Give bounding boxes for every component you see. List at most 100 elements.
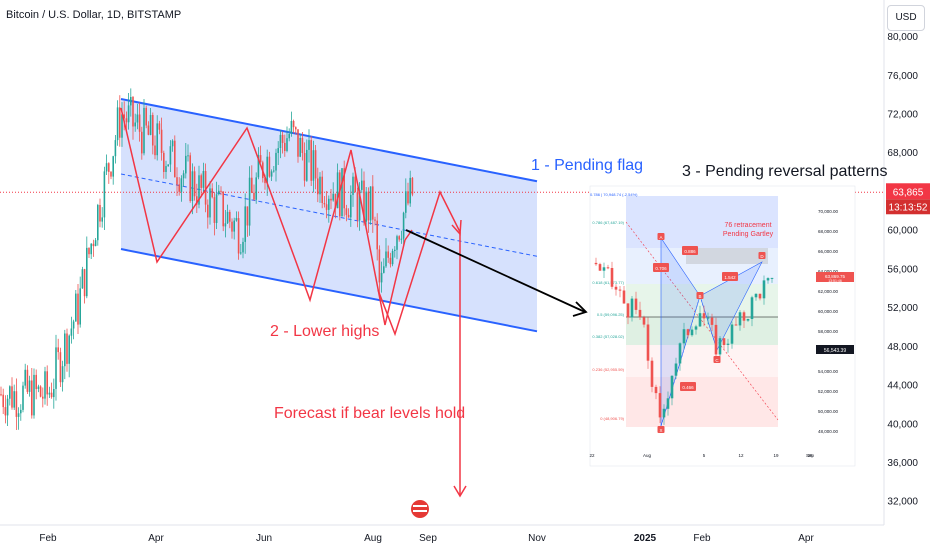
candle-body — [207, 204, 209, 218]
candle-body — [209, 188, 211, 218]
candle-body — [187, 155, 189, 157]
inset-top-label: 0.786 | 70,948.74 (-2.54%) — [590, 192, 638, 197]
inset-candle-body — [666, 398, 670, 409]
inset-candle-body — [710, 317, 714, 325]
candle-body — [405, 191, 407, 213]
candle-body — [341, 168, 343, 217]
candle-body — [308, 140, 310, 150]
inset-price-tick: 60,000.00 — [818, 309, 839, 314]
candle-body — [116, 107, 119, 141]
inset-point-badge — [657, 233, 665, 240]
candle-body — [242, 241, 244, 253]
inset-candle-body — [742, 312, 746, 321]
inset-candle-body — [702, 313, 706, 319]
countdown-badge — [886, 199, 930, 215]
candle-body — [11, 386, 13, 408]
candle-body — [178, 184, 180, 192]
candle-body — [321, 176, 323, 203]
candle-body — [110, 171, 112, 177]
candle-body — [59, 352, 62, 383]
candle-body — [369, 186, 372, 221]
price-tick: 52,000 — [887, 303, 918, 314]
current-price-text: 63,865 — [893, 187, 924, 198]
candle-body — [22, 385, 24, 410]
candle-body — [352, 176, 354, 195]
inset-candle-body — [682, 329, 686, 344]
candle-body — [220, 190, 222, 192]
inset-candle-body — [698, 313, 702, 327]
candle-body — [218, 190, 220, 195]
inset-point-badge — [713, 356, 721, 363]
candle-body — [213, 197, 216, 223]
inset-candle-body — [718, 338, 722, 355]
candle-body — [248, 177, 251, 226]
candle-body — [132, 97, 134, 127]
candle-body — [233, 220, 235, 232]
inset-ratio-badge — [722, 272, 738, 281]
inset-level-badge — [816, 345, 854, 354]
candle-body — [180, 178, 183, 192]
candle-body — [6, 398, 9, 416]
price-tick: 32,000 — [887, 497, 918, 508]
inset-ratio-badge — [680, 382, 696, 391]
price-tick: 72,000 — [887, 110, 918, 121]
candle-body — [319, 176, 321, 195]
candle-body — [268, 156, 271, 177]
candle-body — [143, 107, 145, 154]
candle-body — [345, 208, 348, 215]
inset-candle-body — [642, 317, 646, 325]
price-tick: 80,000 — [887, 32, 918, 43]
symbol-title[interactable]: Bitcoin / U.S. Dollar, 1D, BITSTAMP — [6, 9, 182, 21]
candle-body — [33, 374, 35, 416]
candle-body — [189, 155, 191, 201]
candle-body — [297, 129, 299, 157]
pointer-arrowhead — [572, 301, 588, 317]
candle-body — [68, 335, 70, 364]
inset-price-tick: 52,000.00 — [818, 389, 839, 394]
price-tick: 76,000 — [887, 71, 918, 82]
candle-body — [86, 247, 88, 297]
candle-body — [130, 97, 132, 106]
inset-ratio-label: 0.886 — [684, 249, 696, 254]
inset-candle-body — [678, 343, 682, 364]
inset-fib-label: 0.382 (57,028.02) — [592, 334, 624, 339]
candle-body — [409, 177, 411, 204]
candle-body — [387, 251, 389, 258]
candle-body — [4, 407, 7, 416]
inset-candle-body — [614, 286, 618, 290]
inset-price-tick: 68,000.00 — [818, 229, 839, 234]
candle-body — [215, 194, 218, 223]
candle-body — [363, 180, 365, 222]
candle-body — [237, 218, 240, 254]
candle-body — [312, 150, 315, 181]
candle-body — [253, 192, 255, 200]
inset-candle-body — [646, 324, 650, 361]
candle-body — [251, 177, 253, 193]
currency-button[interactable]: USD — [887, 5, 925, 31]
candle-body — [154, 145, 156, 156]
candle-body — [160, 129, 163, 153]
candle-body — [317, 178, 319, 195]
candle-body — [376, 220, 378, 250]
candle-body — [365, 191, 367, 222]
inset-date-tick: 26 — [807, 453, 813, 458]
inset-price-tick: 62,000.00 — [818, 289, 839, 294]
price-tick: 40,000 — [887, 419, 918, 430]
inset-candle-body — [638, 309, 642, 318]
candle-body — [136, 114, 139, 123]
price-tick: 36,000 — [887, 458, 918, 469]
candle-body — [158, 123, 161, 130]
candle-body — [343, 168, 345, 209]
time-tick: Sep — [419, 533, 437, 544]
candle-body — [323, 203, 326, 205]
event-flag-stripe — [413, 505, 427, 507]
candle-body — [255, 177, 257, 200]
candle-body — [279, 134, 282, 148]
candle-body — [88, 247, 90, 255]
inset-point-label: A — [659, 235, 662, 240]
candle-body — [123, 114, 125, 119]
inset-date-tick: 22 — [589, 453, 595, 458]
inset-point-label: B — [698, 294, 701, 299]
